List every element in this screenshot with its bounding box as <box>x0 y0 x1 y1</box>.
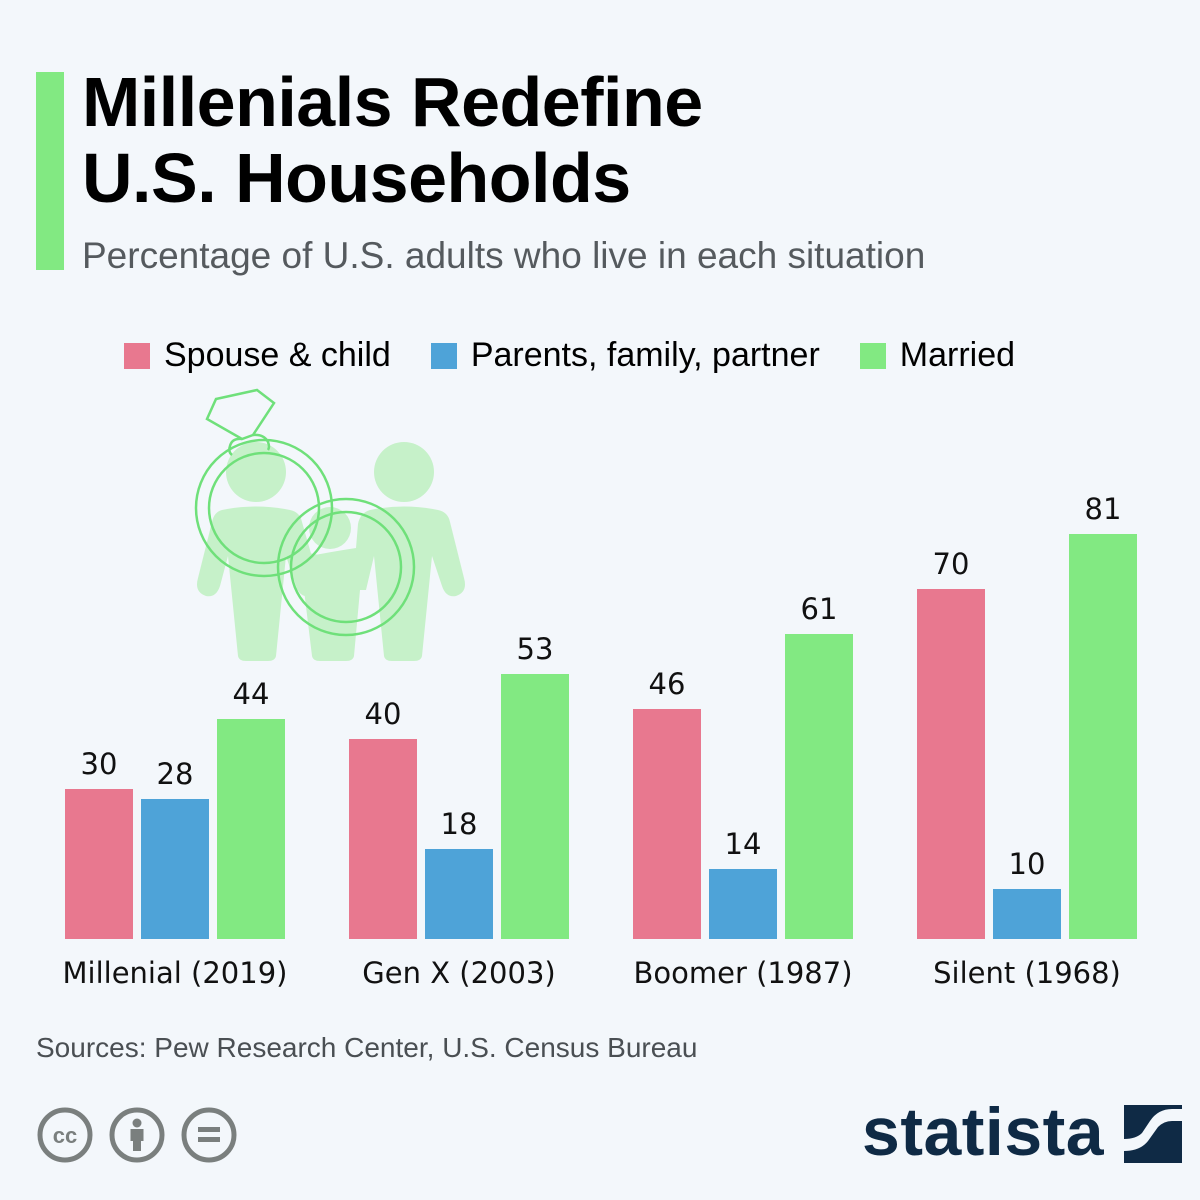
bar-boomer-1987-married <box>785 634 853 939</box>
category-label-millenial-2019: Millenial (2019) <box>63 956 288 990</box>
value-label-gen-x-2003-married: 53 <box>517 632 554 666</box>
bar-gen-x-2003-spouse-child <box>349 739 417 939</box>
value-label-boomer-1987-parents-family-partner: 14 <box>725 827 762 861</box>
legend-label-married: Married <box>899 336 1016 374</box>
statista-logo-icon <box>1124 1105 1183 1163</box>
bar-gen-x-2003-parents-family-partner <box>425 849 493 939</box>
creative-commons-icon[interactable]: cc <box>36 1106 94 1164</box>
bar-boomer-1987-parents-family-partner <box>709 869 777 939</box>
legend-item-spouse-child: Spouse & child <box>124 336 391 375</box>
value-label-gen-x-2003-spouse-child: 40 <box>365 697 402 731</box>
wedding-ring-icon <box>194 388 416 637</box>
bar-gen-x-2003-married <box>501 674 569 939</box>
value-labels-layer: 30 28 44 40 18 53 46 14 61 70 10 81 <box>81 492 1122 881</box>
legend-label-parents-family-partner: Parents, family, partner <box>470 336 820 374</box>
family-ring-illustration <box>194 388 465 661</box>
legend-swatch-spouse-child <box>124 342 150 369</box>
value-label-silent-1968-spouse-child: 70 <box>933 547 970 581</box>
value-label-millenial-2019-married: 44 <box>233 677 270 711</box>
bar-millenial-2019-married <box>217 719 285 939</box>
category-labels-layer: Millenial (2019) Gen X (2003) Boomer (1987… <box>63 956 1121 990</box>
bar-millenial-2019-parents-family-partner <box>141 799 209 939</box>
legend-swatch-parents-family-partner <box>430 342 457 369</box>
chart-title: Millenials Redefine U.S. Households <box>82 64 703 216</box>
title-accent-bar <box>36 72 64 270</box>
family-people-icon <box>197 442 465 661</box>
category-label-boomer-1987: Boomer (1987) <box>633 956 852 990</box>
value-label-gen-x-2003-parents-family-partner: 18 <box>441 807 478 841</box>
bar-millenial-2019-spouse-child <box>65 789 133 939</box>
category-label-silent-1968: Silent (1968) <box>933 956 1121 990</box>
statista-wordmark: statista <box>862 1094 1105 1170</box>
legend-label-spouse-child: Spouse & child <box>164 336 391 374</box>
value-label-millenial-2019-spouse-child: 30 <box>81 747 118 781</box>
license-icons: cc <box>36 1106 252 1164</box>
value-label-boomer-1987-spouse-child: 46 <box>649 667 686 701</box>
chart-legend: Spouse & child Parents, family, partner … <box>124 336 1055 375</box>
attribution-icon[interactable] <box>108 1106 166 1164</box>
no-derivatives-icon[interactable] <box>180 1106 238 1164</box>
bar-silent-1968-married <box>1069 534 1137 939</box>
legend-item-parents-family-partner: Parents, family, partner <box>430 336 820 375</box>
category-label-gen-x-2003: Gen X (2003) <box>362 956 555 990</box>
value-label-millenial-2019-parents-family-partner: 28 <box>157 757 194 791</box>
chart-subtitle: Percentage of U.S. adults who live in ea… <box>82 235 926 276</box>
sources-note: Sources: Pew Research Center, U.S. Censu… <box>36 1032 698 1063</box>
legend-item-married: Married <box>859 336 1016 375</box>
value-label-silent-1968-parents-family-partner: 10 <box>1009 847 1046 881</box>
bar-silent-1968-parents-family-partner <box>993 889 1061 939</box>
value-label-boomer-1987-married: 61 <box>801 592 838 626</box>
bar-silent-1968-spouse-child <box>917 589 985 939</box>
chart-title-line-2: U.S. Households <box>82 139 631 217</box>
statista-brand[interactable]: statista <box>862 1094 1183 1170</box>
value-label-silent-1968-married: 81 <box>1085 492 1122 526</box>
chart-title-line-1: Millenials Redefine <box>82 63 703 141</box>
legend-swatch-married <box>859 342 886 369</box>
bars-layer <box>65 534 1137 939</box>
svg-text:cc: cc <box>53 1123 77 1148</box>
bar-boomer-1987-spouse-child <box>633 709 701 939</box>
